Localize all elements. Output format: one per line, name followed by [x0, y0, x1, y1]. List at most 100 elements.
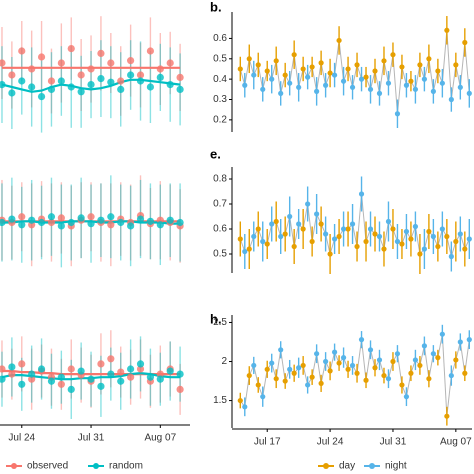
point [282, 72, 288, 78]
point [381, 58, 387, 64]
point [251, 72, 257, 78]
point [331, 72, 338, 78]
point [57, 77, 65, 85]
y-tick-label: 0.6 [213, 224, 227, 235]
connector-line [262, 369, 268, 397]
point [242, 82, 248, 88]
point [136, 360, 145, 368]
point [331, 236, 338, 242]
point [300, 66, 306, 72]
point [57, 373, 65, 381]
y-tick-label: 0.5 [213, 53, 227, 64]
point [67, 218, 75, 227]
point [314, 88, 320, 94]
point [430, 88, 436, 94]
connector-line [266, 223, 273, 245]
connector-line [352, 223, 358, 247]
point [462, 39, 468, 46]
point [323, 358, 329, 365]
connector-line [446, 30, 452, 100]
point [394, 351, 401, 357]
point [146, 83, 155, 91]
point [107, 213, 115, 221]
point [466, 337, 472, 343]
point [372, 231, 378, 237]
y-tick-label: 0.3 [213, 94, 227, 105]
point [354, 62, 360, 68]
point [435, 243, 441, 250]
point [28, 370, 36, 378]
connector-line [370, 70, 376, 90]
point [399, 64, 405, 70]
connector-line [423, 231, 430, 250]
connector-line [437, 228, 443, 247]
point [385, 376, 392, 382]
point [47, 218, 56, 227]
point [117, 77, 125, 85]
point [305, 74, 311, 80]
connector-line [302, 365, 309, 386]
point [381, 372, 387, 379]
connector-line [347, 68, 354, 88]
connector-line [334, 40, 340, 76]
point [394, 238, 401, 245]
point [67, 385, 75, 393]
connector-line [379, 359, 385, 376]
point [390, 52, 396, 58]
connector-line [316, 353, 322, 384]
point [242, 404, 248, 410]
point [37, 218, 46, 227]
connector-line [316, 62, 322, 92]
x-tick-label: Jul 24 [317, 437, 344, 448]
point [399, 382, 405, 388]
point [340, 78, 347, 84]
y-tick-label: 0.7 [213, 199, 227, 210]
point [146, 217, 155, 225]
point [300, 362, 306, 369]
point [336, 360, 342, 366]
point [439, 331, 445, 337]
point [462, 370, 468, 376]
point [47, 85, 56, 93]
connector-line [437, 334, 443, 358]
connector-line [441, 334, 448, 417]
point [363, 74, 369, 80]
connector-line [298, 68, 304, 88]
connector-line [464, 42, 470, 94]
point [403, 82, 410, 88]
connector-line [428, 58, 434, 92]
connector-line [320, 62, 327, 86]
point [457, 339, 463, 345]
point [287, 213, 293, 220]
point [255, 62, 261, 68]
point [340, 355, 347, 361]
point [97, 216, 105, 224]
connector-line [284, 216, 291, 235]
connector-line [365, 349, 372, 381]
y-tick-label: 2 [221, 356, 227, 367]
point [318, 221, 324, 227]
connector-line [414, 64, 421, 90]
point [117, 368, 125, 376]
point [67, 45, 75, 53]
point [462, 246, 468, 252]
point [246, 246, 252, 252]
connector-line [459, 233, 466, 250]
point [323, 82, 329, 88]
point [345, 66, 351, 72]
connector-line [302, 203, 309, 230]
point [237, 66, 243, 72]
point [444, 233, 450, 240]
connector-line [450, 241, 457, 257]
connector-line [450, 359, 457, 376]
panel-label: h. [210, 311, 222, 326]
point [314, 351, 320, 357]
point [408, 370, 414, 376]
point [372, 365, 378, 371]
point [412, 223, 419, 230]
point [260, 394, 266, 400]
point [282, 378, 288, 384]
point [117, 218, 125, 227]
point [457, 231, 463, 237]
